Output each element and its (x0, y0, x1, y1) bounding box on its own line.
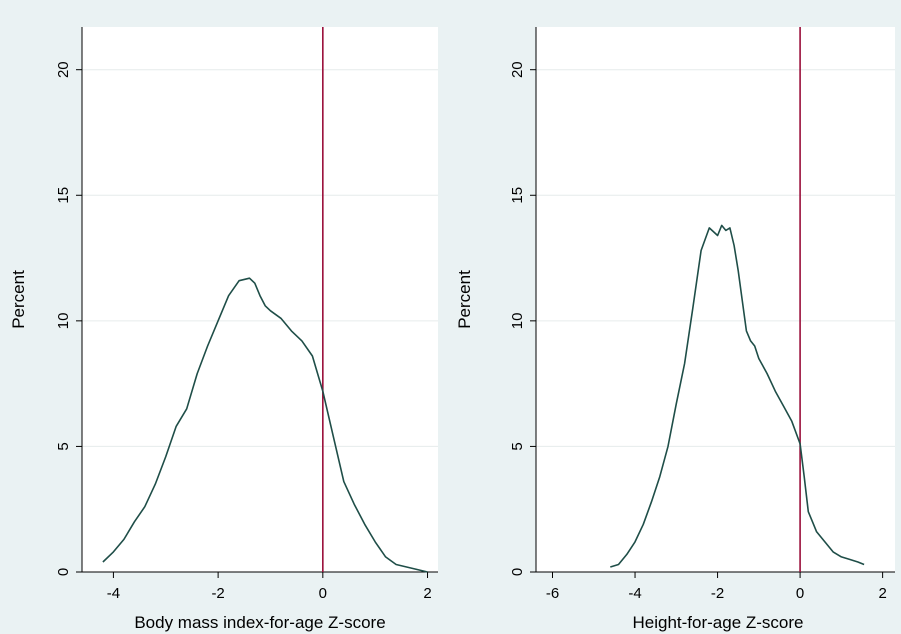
x-tick-label: 0 (319, 585, 327, 602)
y-tick-label: 20 (509, 61, 526, 78)
y-axis-title: Percent (9, 270, 28, 329)
x-tick-label: -4 (628, 585, 641, 602)
density-line (610, 224, 865, 568)
height-panel: 0 5 10 15 20 -6 -4 -2 0 2 Height-for-age Z-score Pe… (455, 27, 895, 632)
x-tick-label: -4 (107, 585, 120, 602)
x-tick-label: 0 (796, 585, 804, 602)
y-tick-label: 20 (55, 61, 72, 78)
y-axis-title: Percent (455, 270, 474, 329)
x-tick-label: 2 (878, 585, 886, 602)
y-tick-label: 5 (55, 442, 72, 450)
bmi-panel: 0 5 10 15 20 -4 -2 0 2 Body mass index-for-age Z-… (9, 27, 438, 632)
y-tick-label: 0 (55, 568, 72, 576)
x-tick-label: -2 (211, 585, 224, 602)
x-tick-label: 2 (423, 585, 431, 602)
y-tick-label: 10 (55, 313, 72, 330)
y-tick-label: 5 (509, 442, 526, 450)
x-tick-label: -2 (711, 585, 724, 602)
x-axis-title: Body mass index-for-age Z-score (134, 613, 385, 632)
y-tick-label: 15 (509, 187, 526, 204)
y-tick-label: 15 (55, 187, 72, 204)
x-axis-title: Height-for-age Z-score (632, 613, 803, 632)
y-tick-label: 10 (509, 313, 526, 330)
x-tick-label: -6 (546, 585, 559, 602)
y-tick-label: 0 (509, 568, 526, 576)
plot-area (82, 27, 438, 572)
plot-area (536, 27, 895, 572)
density-line (102, 277, 428, 573)
